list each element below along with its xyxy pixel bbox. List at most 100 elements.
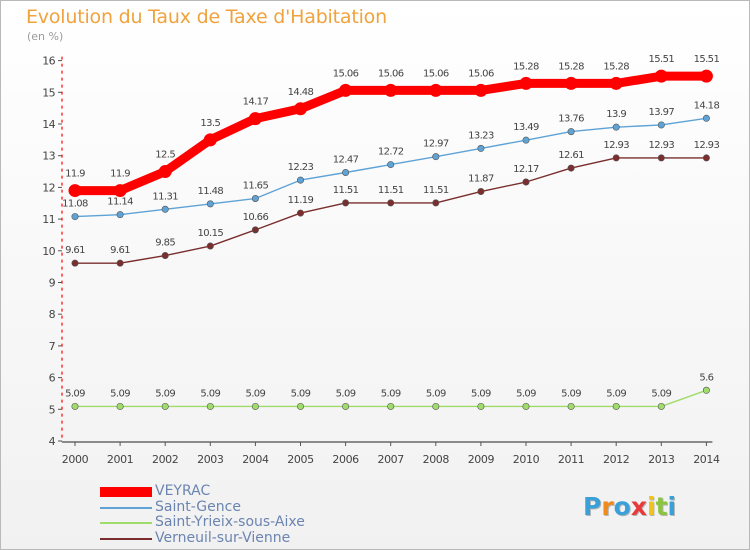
data-point-1 [387,161,395,169]
y-tick-label: 8 [49,308,56,321]
data-label-3: 11.51 [378,185,404,196]
data-label-3: 12.93 [603,140,629,151]
data-point-0 [519,76,533,90]
data-point-3 [342,199,350,207]
legend-label-saint-gence: Saint-Gence [155,499,241,515]
data-label-1: 12.23 [288,162,314,173]
x-tick-label: 2000 [62,453,89,466]
data-label-2: 5.09 [155,388,175,399]
data-label-3: 12.93 [648,140,674,151]
data-point-3 [567,164,575,172]
data-label-0: 15.51 [694,54,720,65]
data-label-1: 13.9 [606,109,626,120]
y-tick-label: 11 [42,213,55,226]
data-label-3: 10.66 [243,212,269,223]
y-tick-label: 6 [49,372,56,385]
data-label-3: 12.17 [513,164,539,175]
data-point-2 [522,402,530,410]
data-label-0: 15.06 [378,68,404,79]
data-label-2: 5.09 [561,388,581,399]
data-point-0 [474,83,488,97]
data-point-0 [203,133,217,147]
data-label-2: 5.09 [110,388,130,399]
legend-label-veyrac: VEYRAC [155,483,211,499]
data-label-0: 15.06 [333,68,359,79]
data-point-1 [296,176,304,184]
data-point-3 [387,199,395,207]
logo-letter: t [655,492,668,521]
legend-label-saint-yrieix: Saint-Yrieix-sous-Aixe [155,514,305,530]
legend-swatch-verneuil [100,538,152,540]
data-point-2 [296,402,304,410]
data-point-3 [116,259,124,267]
data-label-1: 11.08 [62,199,88,210]
legend-swatch-veyrac [100,487,152,497]
x-tick-label: 2005 [287,453,314,466]
data-point-0 [113,184,127,198]
data-point-0 [68,184,82,198]
y-tick-label: 9 [49,277,56,290]
data-label-2: 5.09 [651,388,671,399]
data-label-0: 15.28 [603,61,629,72]
x-tick-label: 2006 [332,453,359,466]
data-label-2: 5.09 [245,388,265,399]
data-point-0 [248,112,262,126]
x-tick-label: 2014 [693,453,720,466]
data-point-2 [612,402,620,410]
data-point-1 [251,194,259,202]
data-label-1: 11.14 [107,197,133,208]
x-tick-label: 2002 [152,453,178,466]
data-point-3 [702,154,710,162]
data-point-2 [477,402,485,410]
x-tick-label: 2008 [423,453,450,466]
data-label-1: 13.23 [468,130,494,141]
data-point-1 [342,169,350,177]
x-tick-label: 2001 [107,453,133,466]
y-tick-label: 4 [49,435,56,448]
y-tick-label: 12 [42,181,55,194]
data-point-0 [654,69,668,83]
data-point-1 [116,211,124,219]
data-label-2: 5.09 [426,388,446,399]
data-label-2: 5.09 [200,388,220,399]
data-label-3: 9.61 [110,245,130,256]
data-label-2: 5.09 [606,388,626,399]
data-point-3 [251,226,259,234]
data-point-2 [657,402,665,410]
data-point-0 [699,69,713,83]
data-point-0 [384,83,398,97]
data-label-2: 5.09 [381,388,401,399]
data-point-2 [702,386,710,394]
data-label-3: 9.85 [155,238,175,249]
logo-letter: x [630,492,647,521]
data-point-1 [206,200,214,208]
data-label-2: 5.09 [471,388,491,399]
proxiti-logo: Proxiti [583,492,676,521]
data-label-2: 5.09 [65,388,85,399]
logo-letter: o [613,492,631,521]
data-point-1 [522,136,530,144]
data-label-0: 14.48 [288,87,314,98]
data-point-3 [206,242,214,250]
data-point-1 [432,153,440,161]
logo-letter: i [667,492,677,521]
y-tick-label: 5 [49,403,56,416]
data-label-3: 12.93 [694,140,720,151]
data-point-1 [702,114,710,122]
data-label-2: 5.09 [336,388,356,399]
legend-swatch-saint-yrieix [100,522,152,524]
x-tick-label: 2012 [603,453,629,466]
data-label-1: 12.97 [423,139,449,150]
data-label-1: 11.48 [197,186,223,197]
data-label-1: 11.31 [152,191,178,202]
y-tick-label: 16 [42,55,55,68]
y-tick-label: 15 [42,86,55,99]
data-label-1: 14.18 [694,100,720,111]
data-point-1 [71,213,79,221]
x-tick-label: 2011 [558,453,584,466]
data-label-0: 11.9 [110,169,130,180]
data-label-0: 15.06 [468,68,494,79]
data-label-3: 11.51 [333,185,359,196]
x-tick-label: 2007 [377,453,404,466]
data-label-3: 10.15 [197,228,223,239]
